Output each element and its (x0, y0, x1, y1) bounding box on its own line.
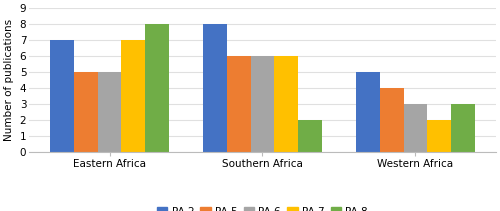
Bar (427, 120, 451, 152)
Bar (98, 72, 122, 152)
Bar (145, 24, 169, 152)
Bar (451, 104, 474, 152)
Bar (356, 72, 380, 152)
Legend: PA 2, PA 5, PA 6, PA 7, PA 8: PA 2, PA 5, PA 6, PA 7, PA 8 (153, 203, 372, 211)
Bar (250, 56, 274, 152)
Bar (380, 88, 404, 152)
Bar (404, 104, 427, 152)
Bar (298, 120, 322, 152)
Bar (274, 56, 298, 152)
Y-axis label: Number of publications: Number of publications (4, 19, 14, 141)
Bar (74, 72, 98, 152)
Bar (50, 40, 74, 152)
Bar (203, 24, 227, 152)
Bar (122, 40, 145, 152)
Bar (227, 56, 250, 152)
